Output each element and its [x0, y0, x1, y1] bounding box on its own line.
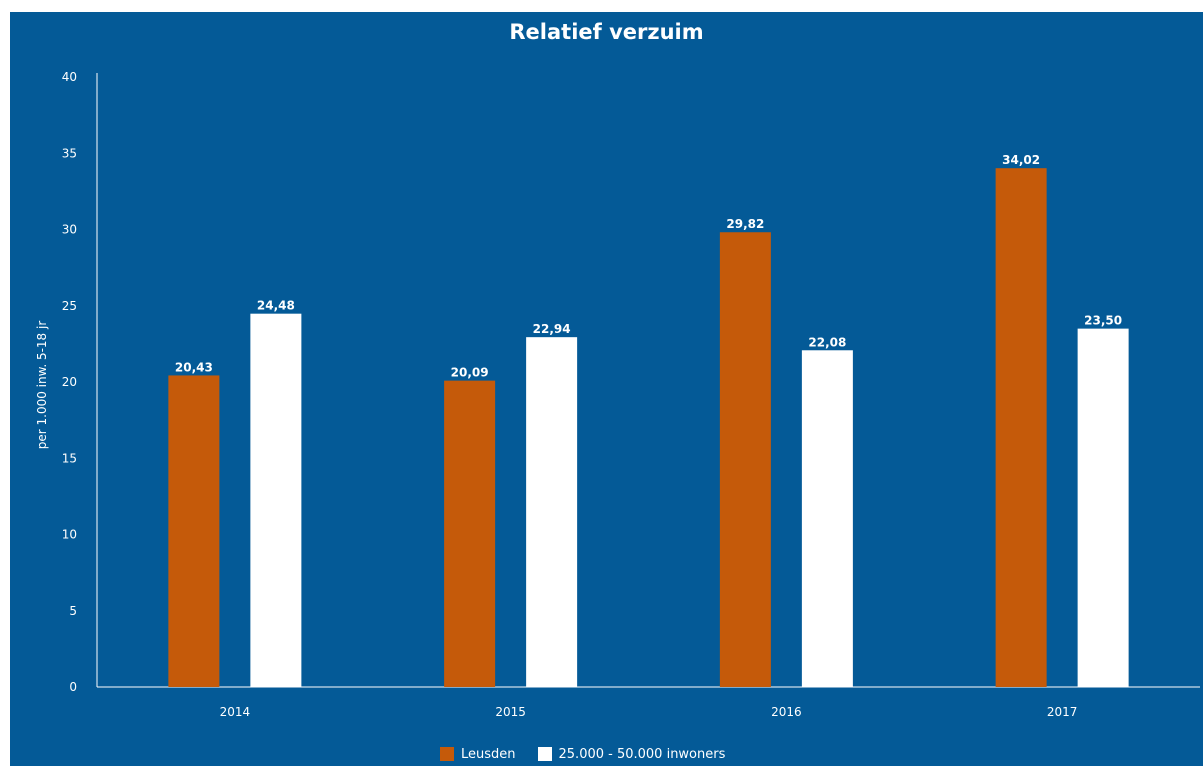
y-tick-label: 5 [69, 604, 77, 618]
chart-title: Relatief verzuim [509, 20, 704, 44]
legend-item-reference[interactable]: 25.000 - 50.000 inwoners [537, 746, 726, 762]
y-tick-label: 30 [62, 223, 77, 237]
y-tick-label: 20 [62, 375, 77, 389]
bars-layer [168, 168, 1129, 687]
y-tick-label: 0 [69, 680, 77, 694]
data-label: 20,43 [175, 360, 213, 374]
legend-swatch-reference [537, 747, 552, 761]
labels-layer: 20,43 24,48 20,09 22,94 29,82 22,08 34,02 23,50 [175, 153, 1122, 379]
legend-item-leusden[interactable]: Leusden [440, 747, 516, 762]
x-tick-label: 2017 [1047, 705, 1078, 719]
y-tick-label: 15 [62, 451, 77, 465]
legend: Leusden 25.000 - 50.000 inwoners [440, 745, 747, 763]
bar-leusden-2016[interactable] [719, 232, 771, 687]
y-tick-label: 40 [62, 70, 77, 84]
bar-leusden-2015[interactable] [444, 380, 496, 687]
bar-leusden-2017[interactable] [995, 168, 1047, 687]
x-tick-label: 2014 [220, 705, 251, 719]
data-label: 22,94 [533, 322, 571, 336]
legend-swatch-leusden [440, 747, 454, 761]
data-label: 22,08 [808, 335, 846, 349]
bar-reference-2016[interactable] [801, 350, 853, 687]
bar-reference-2014[interactable] [250, 313, 302, 687]
y-tick-label: 35 [62, 146, 77, 160]
x-tick-label: 2015 [495, 705, 526, 719]
data-label: 23,50 [1084, 314, 1122, 328]
y-axis-title: per 1.000 inw. 5-18 jr [35, 321, 49, 450]
data-label: 24,48 [257, 299, 295, 313]
legend-label-leusden: Leusden [461, 746, 516, 762]
legend-label-reference: 25.000 - 50.000 inwoners [558, 746, 726, 762]
x-tick-label: 2016 [771, 705, 802, 719]
bar-reference-2015[interactable] [526, 337, 578, 687]
bar-reference-2017[interactable] [1077, 328, 1129, 687]
bar-leusden-2014[interactable] [168, 375, 220, 687]
data-label: 29,82 [726, 217, 764, 231]
axes-layer: 0 5 10 15 20 25 30 35 40 2014 2015 2016 2017 [62, 70, 1200, 719]
data-label: 20,09 [451, 366, 489, 380]
y-tick-label: 10 [62, 528, 77, 542]
data-label: 34,02 [1002, 153, 1040, 167]
y-tick-label: 25 [62, 299, 77, 313]
